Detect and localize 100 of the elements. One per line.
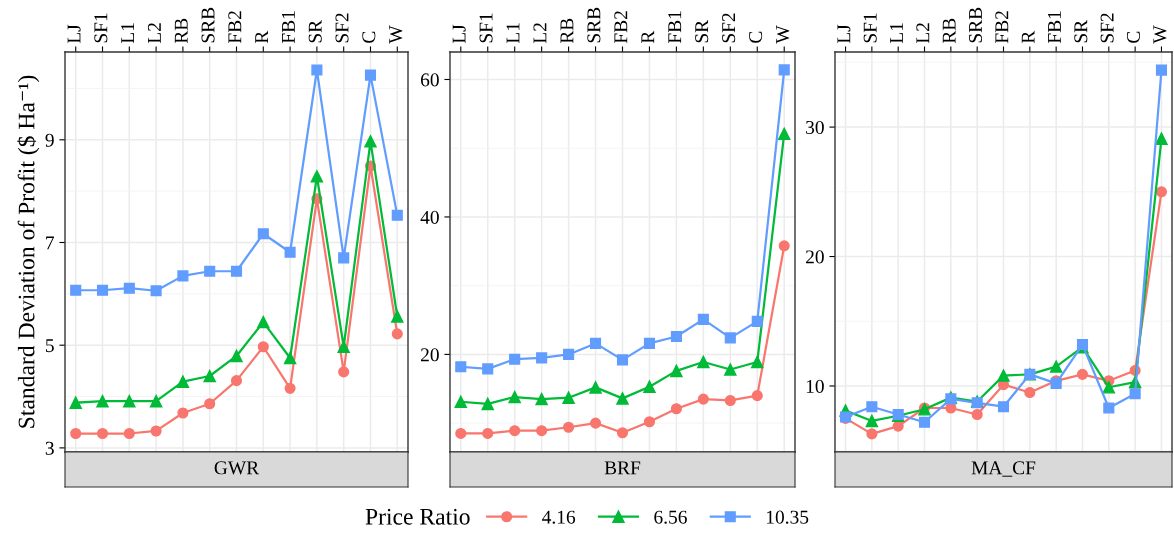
point <box>1155 132 1168 145</box>
point <box>866 401 878 413</box>
point <box>123 427 135 440</box>
point <box>257 341 269 353</box>
x-tick-label: SF1 <box>863 13 877 43</box>
x-tick-label: SR <box>695 19 709 43</box>
point <box>562 391 575 404</box>
text: MA_CF <box>971 461 1036 477</box>
x-tick-label: L2 <box>533 23 547 44</box>
point <box>150 285 162 297</box>
x-tick-label: L2 <box>147 23 161 44</box>
point <box>230 265 243 277</box>
point <box>204 265 216 277</box>
point <box>70 427 82 440</box>
point <box>670 330 682 343</box>
point <box>1155 186 1168 198</box>
point <box>751 390 763 402</box>
point <box>176 375 190 388</box>
point <box>177 407 189 419</box>
legend-label: 4.16 <box>542 510 576 524</box>
point <box>1024 386 1036 399</box>
point <box>257 228 269 240</box>
point <box>482 427 494 439</box>
point <box>616 354 629 366</box>
point <box>866 428 878 440</box>
x-tick-label: SRB <box>201 7 215 43</box>
point <box>643 380 656 393</box>
point <box>391 328 403 340</box>
point <box>482 363 494 375</box>
y-tick-label: 9 <box>45 133 54 147</box>
point <box>1155 64 1168 76</box>
point <box>616 392 629 405</box>
x-tick-label: L2 <box>916 23 930 44</box>
x-tick-label: RB <box>942 18 956 44</box>
y-tick-label: 20 <box>805 250 824 264</box>
point <box>509 353 521 365</box>
point <box>997 369 1010 382</box>
x-tick-label: SF2 <box>722 13 736 43</box>
y-tick-label: 40 <box>420 210 439 224</box>
x-tick-label: LJ <box>67 24 81 44</box>
point <box>1103 402 1115 414</box>
point <box>481 397 494 411</box>
y-tick-label: 7 <box>46 236 55 250</box>
point <box>535 392 548 406</box>
point <box>616 427 629 439</box>
x-tick-label: SRB <box>968 7 983 43</box>
point <box>391 310 404 323</box>
x-tick-label: FB1 <box>668 11 682 44</box>
point <box>150 425 162 437</box>
point <box>563 421 575 433</box>
x-tick-label: SF2 <box>1100 13 1114 43</box>
x-tick-label: FB2 <box>614 11 628 44</box>
point <box>508 390 521 404</box>
y-tick-label: 3 <box>45 441 54 455</box>
x-tick-label: RB <box>174 18 188 44</box>
x-tick-label: R <box>1021 30 1035 44</box>
point <box>283 351 297 365</box>
point <box>724 394 736 407</box>
x-tick-label: L1 <box>121 23 134 44</box>
x-tick-label: SF1 <box>94 13 108 43</box>
x-tick-label: LJ <box>837 24 851 44</box>
point <box>971 408 983 421</box>
x-tick-label: LJ <box>452 24 466 44</box>
x-tick-label: SF2 <box>335 13 349 43</box>
point <box>589 337 602 349</box>
point <box>778 64 790 76</box>
point <box>69 396 82 409</box>
text: GWR <box>214 461 260 475</box>
y-tick-label: 5 <box>45 339 54 353</box>
point <box>149 394 163 408</box>
point <box>177 270 189 282</box>
x-tick-label: L1 <box>890 23 903 44</box>
x-tick-label: FB2 <box>995 11 1009 44</box>
y-tick-label: 30 <box>806 120 824 135</box>
point <box>918 416 931 428</box>
x-tick-label: C <box>1126 31 1141 43</box>
point <box>670 364 683 378</box>
x-tick-label: R <box>641 30 655 44</box>
y-tick-label: 20 <box>420 348 439 362</box>
legend-label: 10.35 <box>766 510 809 524</box>
point <box>589 417 602 429</box>
x-tick-label: FB2 <box>228 11 242 44</box>
x-tick-label: RB <box>560 18 574 44</box>
point <box>509 425 521 437</box>
point <box>1102 381 1116 394</box>
point <box>123 282 135 294</box>
x-tick-label: SF1 <box>479 13 493 43</box>
point <box>284 246 296 258</box>
point <box>724 363 737 376</box>
x-tick-label: W <box>776 25 790 44</box>
y-tick-label: 60 <box>420 73 439 87</box>
point <box>257 315 270 329</box>
point <box>751 315 763 327</box>
point <box>338 252 350 264</box>
point <box>865 414 879 428</box>
point <box>643 337 656 349</box>
point <box>697 313 709 325</box>
point <box>536 352 548 364</box>
point <box>1049 360 1063 373</box>
point <box>777 127 791 141</box>
